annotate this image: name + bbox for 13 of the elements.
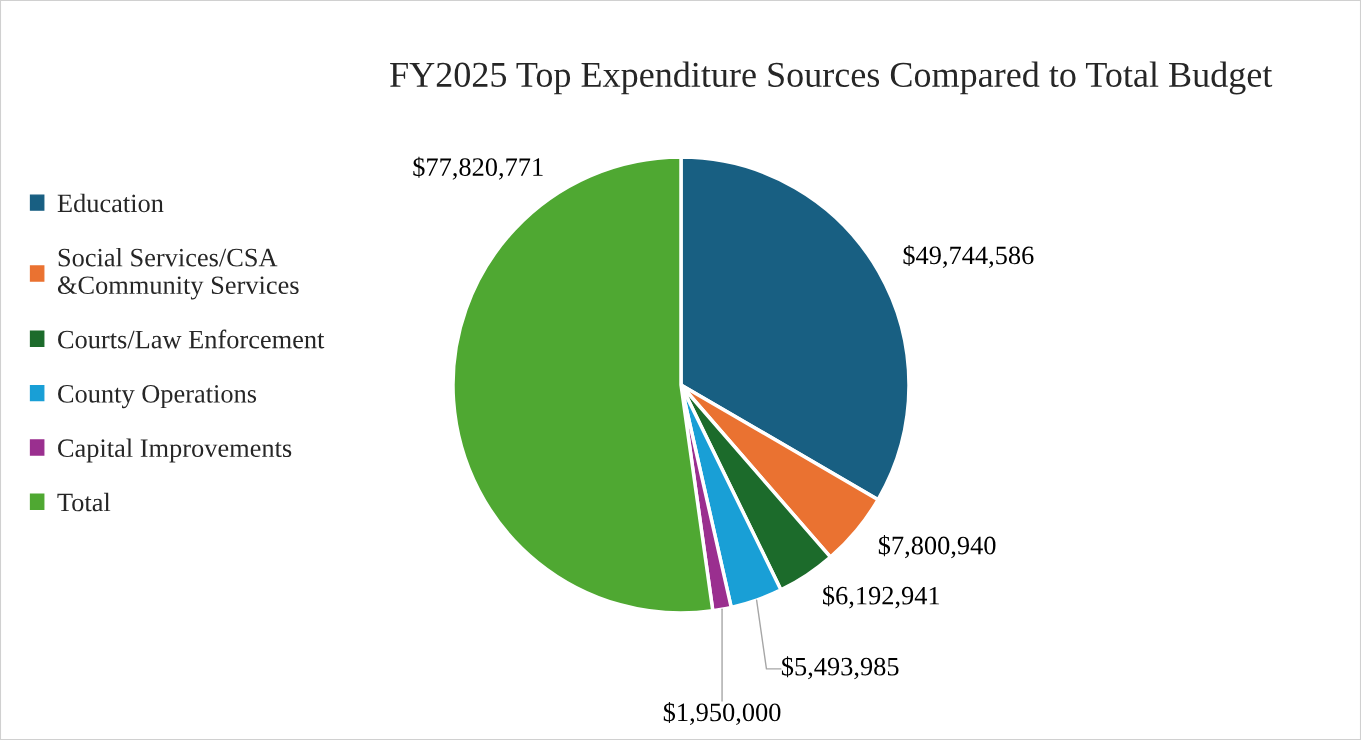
data-label: $77,820,771 <box>413 156 543 180</box>
legend-label: Total <box>57 492 111 512</box>
data-label: $49,744,586 <box>903 244 1034 269</box>
legend-label: Capital Improvements <box>58 438 292 463</box>
data-label: $7,800,940 <box>878 535 996 559</box>
legend-label: Education <box>57 193 164 213</box>
data-label: $5,493,985 <box>781 656 899 680</box>
legend-label: Social Services/CSA &Community Services <box>57 247 299 300</box>
legend-label: Courts/Law Enforcement <box>58 329 325 349</box>
data-label: $1,950,000 <box>663 701 781 726</box>
data-label: $6,192,941 <box>823 585 940 609</box>
chart-title: FY2025 Top Expenditure Sources Compared to Total Budget <box>390 61 1273 95</box>
legend-label: County Operations <box>58 385 257 409</box>
